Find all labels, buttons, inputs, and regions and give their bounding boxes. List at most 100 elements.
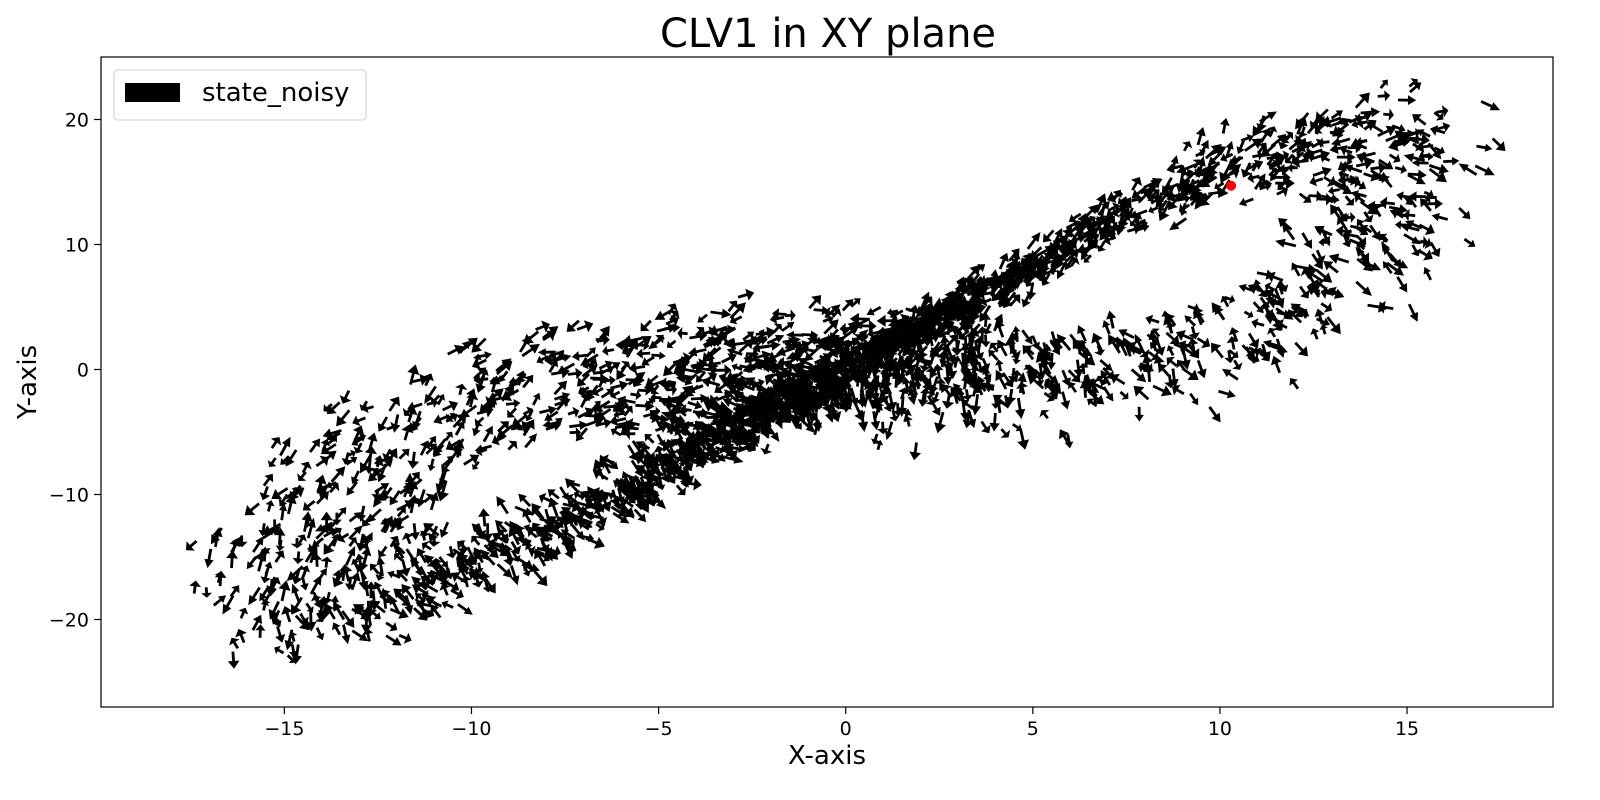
quiver-arrow: [439, 521, 450, 538]
quiver-arrow: [627, 493, 647, 504]
quiver-arrow: [511, 550, 521, 562]
quiver-arrow: [787, 413, 799, 429]
quiver-arrow: [1412, 141, 1422, 152]
quiver-arrow: [450, 588, 464, 600]
quiver-arrow: [1063, 225, 1073, 244]
quiver-arrow: [459, 404, 478, 419]
quiver-arrow: [1370, 169, 1390, 182]
quiver-arrow: [1036, 344, 1048, 362]
quiver-arrow: [1124, 207, 1137, 218]
legend-swatch: [125, 83, 180, 102]
quiver-arrow: [839, 322, 854, 335]
quiver-arrow: [1214, 181, 1225, 190]
quiver-arrow: [1290, 305, 1303, 318]
quiver-arrow: [377, 416, 389, 432]
quiver-arrow: [229, 585, 240, 598]
quiver-arrow: [354, 433, 367, 443]
quiver-arrow: [1356, 257, 1373, 272]
quiver-arrow: [954, 292, 963, 304]
quiver-arrow: [1196, 359, 1207, 379]
quiver-arrow: [1197, 172, 1213, 186]
quiver-arrow: [565, 478, 581, 494]
quiver-arrow: [1067, 241, 1077, 251]
quiver-arrow: [681, 420, 698, 430]
quiver-arrow: [804, 347, 819, 362]
quiver-arrow: [317, 568, 327, 582]
quiver-arrow: [1276, 185, 1288, 198]
quiver-arrow: [801, 345, 815, 354]
quiver-arrow: [1200, 175, 1218, 188]
quiver-arrow: [885, 351, 896, 368]
quiver-arrow: [680, 428, 693, 438]
quiver-arrow: [1275, 282, 1286, 295]
quiver-arrow: [1355, 280, 1372, 296]
quiver-arrow: [584, 416, 604, 428]
quiver-arrow: [1166, 313, 1177, 327]
quiver-arrow: [346, 481, 358, 496]
quiver-arrow: [853, 402, 866, 422]
y-tick-label: −20: [49, 610, 89, 632]
quiver-arrow: [1238, 197, 1254, 207]
quiver-arrow: [1284, 153, 1295, 164]
quiver-arrow: [1169, 368, 1179, 389]
quiver-arrow: [649, 406, 661, 417]
quiver-arrow: [1403, 233, 1421, 245]
quiver-arrow: [1133, 385, 1150, 401]
quiver-arrow: [881, 369, 891, 383]
quiver-arrow: [235, 628, 247, 644]
quiver-arrow: [466, 546, 478, 566]
quiver-arrow: [274, 550, 285, 563]
quiver-arrow: [1378, 158, 1394, 170]
quiver-arrow: [920, 387, 931, 401]
quiver-arrow: [522, 509, 532, 524]
quiver-arrow: [382, 448, 393, 461]
quiver-arrow: [959, 313, 978, 326]
quiver-arrow: [497, 421, 509, 433]
quiver-arrow: [322, 591, 333, 604]
quiver-arrow: [825, 383, 837, 397]
quiver-arrow: [309, 549, 318, 564]
quiver-arrow: [995, 359, 1004, 372]
quiver-arrow: [824, 346, 845, 356]
quiver-arrow: [1362, 211, 1374, 223]
quiver-arrow: [1097, 200, 1110, 216]
quiver-arrow: [1355, 246, 1370, 265]
quiver-arrow: [841, 394, 853, 413]
quiver-arrow: [998, 252, 1009, 270]
quiver-arrow: [1458, 163, 1478, 176]
quiver-arrow: [368, 468, 383, 482]
quiver-arrow: [1033, 368, 1044, 378]
quiver-arrow: [369, 563, 380, 575]
quiver-arrow: [1001, 395, 1013, 409]
quiver-arrow: [524, 433, 537, 449]
x-axis-ticks: −15 −10 −5 0 5 10 15: [264, 707, 1419, 740]
quiver-arrow: [829, 328, 839, 339]
quiver-arrow: [364, 600, 377, 617]
quiver-arrow: [1180, 349, 1191, 370]
quiver-arrow: [995, 369, 1008, 390]
quiver-arrow: [698, 437, 715, 448]
quiver-arrow: [684, 477, 702, 491]
quiver-arrow: [1403, 153, 1425, 163]
quiver-arrow: [1138, 189, 1151, 203]
quiver-arrow: [281, 605, 293, 623]
quiver-arrow: [1120, 337, 1133, 357]
quiver-arrow: [1399, 133, 1420, 145]
quiver-arrow: [731, 363, 743, 371]
quiver-arrow: [966, 295, 985, 308]
quiver-arrow: [544, 410, 559, 421]
quiver-arrow: [1429, 241, 1441, 257]
quiver-arrow: [569, 420, 589, 431]
quiver-arrow: [782, 388, 796, 404]
quiver-arrow: [1068, 212, 1082, 223]
quiver-arrow: [669, 310, 680, 322]
quiver-arrow: [471, 358, 487, 369]
quiver-arrow: [331, 533, 341, 547]
quiver-arrow: [1087, 398, 1098, 408]
quiver-arrow: [495, 358, 512, 373]
quiver-arrow: [1218, 389, 1236, 399]
quiver-arrow: [1130, 368, 1147, 383]
quiver-arrow: [537, 348, 556, 357]
quiver-arrow: [900, 339, 912, 357]
quiver-arrow: [531, 508, 542, 519]
